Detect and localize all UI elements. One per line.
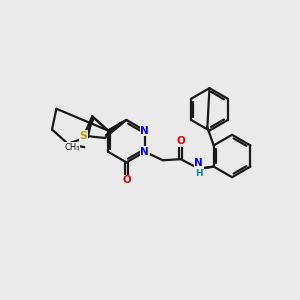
Text: S: S xyxy=(80,131,88,141)
Text: N: N xyxy=(140,126,149,136)
Text: O: O xyxy=(176,136,185,146)
Text: H: H xyxy=(195,169,203,178)
Text: N: N xyxy=(140,147,149,157)
Text: N: N xyxy=(194,158,203,168)
Text: CH₃: CH₃ xyxy=(64,143,80,152)
Text: O: O xyxy=(122,176,131,185)
